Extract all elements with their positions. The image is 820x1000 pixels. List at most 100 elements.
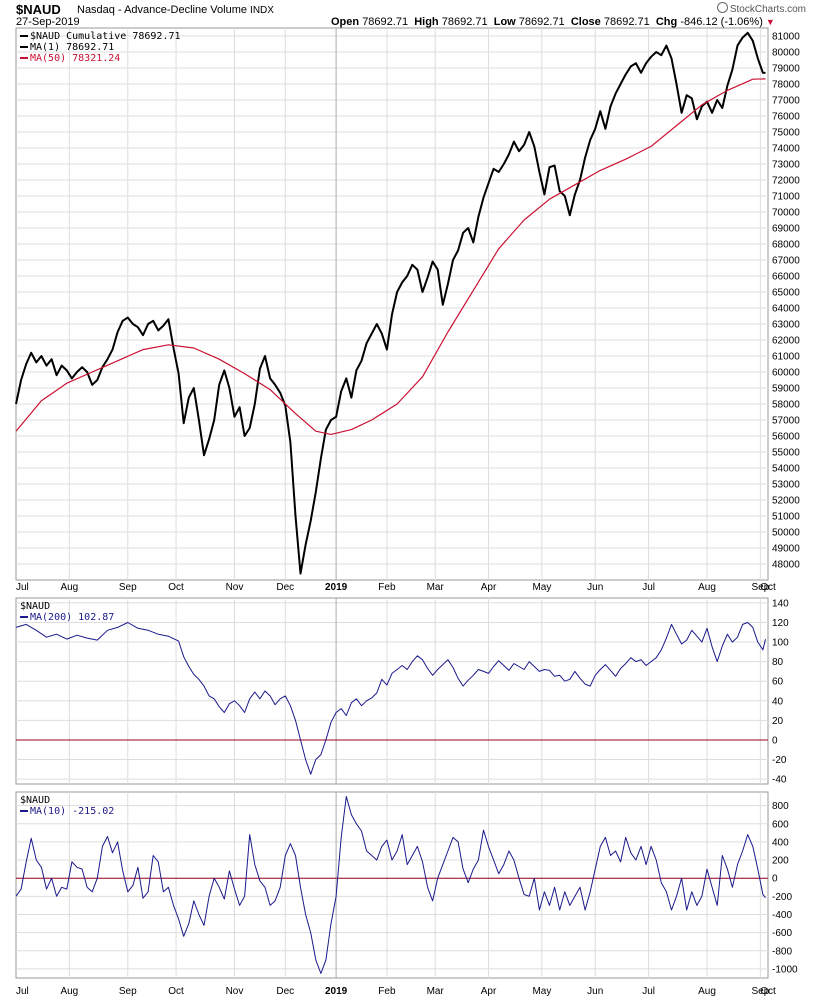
chart-subtitle: Nasdaq - Advance-Decline Volume INDX [77,4,274,16]
y-tick-label: -1000 [772,964,798,975]
legend-entry: MA(200) 102.87 [30,612,114,623]
x-tick-label: Aug [698,986,716,997]
x-tick-label: Dec [276,986,294,997]
x-tick-label: Sep [119,986,137,997]
y-tick-label: 54000 [772,464,800,475]
x-tick-label: Aug [698,582,716,593]
y-tick-label: 0 [772,735,778,746]
y-tick-label: 20 [772,716,784,727]
panel-frame [15,27,769,581]
subtitle-text: Nasdaq - Advance-Decline Volume [77,4,247,16]
y-tick-label: 61000 [772,352,800,363]
ohlc-bar: Open 78692.71 High 78692.71 Low 78692.71… [331,16,775,28]
y-tick-label: 140 [772,598,789,609]
x-tick-label: Jul [16,582,29,593]
x-tick-label: Nov [226,986,244,997]
y-tick-label: 600 [772,819,789,830]
x-tick-label: Oct [168,582,184,593]
x-tick-label: Jul [16,986,29,997]
y-tick-label: 68000 [772,240,800,251]
chg-value: -846.12 (-1.06%) [680,16,763,28]
y-tick-label: 60000 [772,368,800,379]
x-tick-label: Oct [760,582,776,593]
x-tick-label: Oct [760,986,776,997]
legend-entry: $NAUD [20,795,50,806]
x-tick-label: Apr [481,986,497,997]
high-label: High [414,16,439,28]
x-tick-label: Mar [427,582,445,593]
y-tick-label: 55000 [772,448,800,459]
brand-text: StockCharts.com [729,4,806,15]
y-tick-label: -600 [772,928,792,939]
x-tick-label: Apr [481,582,497,593]
y-tick-label: 400 [772,837,789,848]
y-tick-label: 76000 [772,112,800,123]
y-tick-label: 40 [772,696,784,707]
y-tick-label: 77000 [772,96,800,107]
y-tick-label: 79000 [772,64,800,75]
y-tick-label: 81000 [772,32,800,43]
chg-label: Chg [655,16,678,28]
low-value: 78692.71 [518,16,565,28]
open-value: 78692.71 [362,16,409,28]
series-line-ma1 [15,31,766,575]
x-tick-label: Jul [642,986,655,997]
x-tick-label: May [532,582,551,593]
y-tick-label: -200 [772,892,792,903]
x-tick-label: Jun [587,986,603,997]
y-tick-label: 100 [772,638,789,649]
y-tick-label: 200 [772,856,789,867]
x-tick-label: Aug [60,582,78,593]
y-tick-label: 80000 [772,48,800,59]
y-tick-label: 51000 [772,512,800,523]
y-tick-label: 64000 [772,304,800,315]
legend-entry: $NAUD Cumulative 78692.71 [30,31,181,42]
brand-logo-icon [716,2,728,13]
y-tick-label: -20 [772,755,787,766]
open-label: Open [331,16,360,28]
y-tick-label: 62000 [772,336,800,347]
x-tick-label: Mar [427,986,445,997]
y-tick-label: 65000 [772,288,800,299]
y-tick-label: 60 [772,677,784,688]
series-line-ma10 [15,796,766,974]
panel-frame [15,791,769,979]
x-tick-label: Jul [642,582,655,593]
price-panel: 48000 49000 50000 51000 52000 53000 54000 55000… [15,27,800,593]
y-tick-label: 800 [772,801,789,812]
y-tick-label: 71000 [772,192,800,203]
y-tick-label: 74000 [772,144,800,155]
series-line-ma200 [15,622,766,775]
chg-down-icon: ▼ [765,17,775,27]
y-tick-label: 57000 [772,416,800,427]
x-tick-label: 2019 [325,582,348,593]
legend-entry: MA(10) -215.02 [30,806,114,817]
x-tick-label: Oct [168,986,184,997]
y-tick-label: 70000 [772,208,800,219]
y-tick-label: -800 [772,946,792,957]
y-tick-label: 67000 [772,256,800,267]
x-tick-label: Sep [751,582,769,593]
y-tick-label: -400 [772,910,792,921]
y-tick-label: 50000 [772,528,800,539]
y-tick-label: 75000 [772,128,800,139]
y-tick-label: 78000 [772,80,800,91]
x-tick-label: Sep [751,986,769,997]
chart-symbol: $NAUD [16,2,61,17]
panel-frame [15,597,769,785]
y-tick-label: 0 [772,874,778,885]
brand-link[interactable]: StockCharts.com [716,2,806,15]
x-tick-label: Aug [60,986,78,997]
y-tick-label: 120 [772,618,789,629]
x-tick-label: Feb [378,986,396,997]
y-tick-label: 49000 [772,544,800,555]
y-tick-label: 72000 [772,176,800,187]
low-label: Low [493,16,516,28]
y-tick-label: 63000 [772,320,800,331]
chart-date: 27-Sep-2019 [16,16,80,28]
x-tick-label: Nov [226,582,244,593]
y-tick-label: -40 [772,775,787,786]
y-tick-label: 59000 [772,384,800,395]
series-line-ma50 [15,78,766,435]
